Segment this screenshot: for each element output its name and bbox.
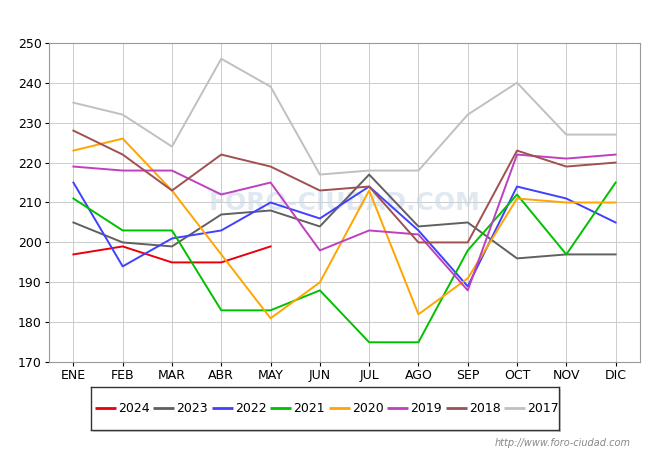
Text: http://www.foro-ciudad.com: http://www.foro-ciudad.com <box>495 438 630 448</box>
Text: 2023: 2023 <box>176 402 208 415</box>
Text: 2019: 2019 <box>410 402 442 415</box>
Text: 2024: 2024 <box>118 402 150 415</box>
Text: 2022: 2022 <box>235 402 266 415</box>
Text: 2018: 2018 <box>469 402 500 415</box>
Text: 2021: 2021 <box>293 402 325 415</box>
Text: 2017: 2017 <box>527 402 559 415</box>
Text: FORO-CIUDAD.COM: FORO-CIUDAD.COM <box>209 190 480 215</box>
Text: Afiliados en l'Ènova a 31/5/2024: Afiliados en l'Ènova a 31/5/2024 <box>168 9 482 28</box>
Text: 2020: 2020 <box>352 402 384 415</box>
